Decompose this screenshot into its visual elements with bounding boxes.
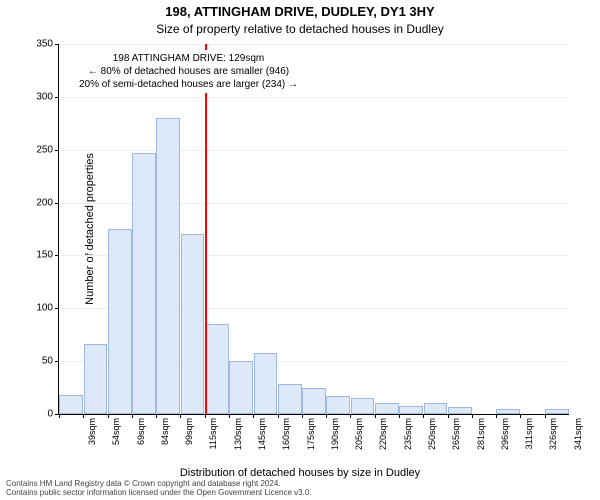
bar bbox=[254, 353, 278, 414]
bar bbox=[424, 403, 448, 414]
bar bbox=[181, 234, 205, 414]
marker-line bbox=[205, 44, 207, 414]
x-tick: 265sqm bbox=[451, 418, 461, 458]
x-tick: 281sqm bbox=[476, 418, 486, 458]
bar bbox=[108, 229, 132, 414]
x-tick: 220sqm bbox=[378, 418, 388, 458]
x-axis-caption: Distribution of detached houses by size … bbox=[0, 467, 600, 479]
x-tick: 130sqm bbox=[233, 418, 243, 458]
bar bbox=[229, 361, 253, 414]
x-tick: 84sqm bbox=[160, 418, 170, 458]
bar bbox=[326, 396, 350, 414]
x-tick: 205sqm bbox=[354, 418, 364, 458]
x-tick: 326sqm bbox=[548, 418, 558, 458]
bar bbox=[375, 403, 399, 414]
x-tick: 39sqm bbox=[87, 418, 97, 458]
bar bbox=[156, 118, 180, 414]
x-tick: 69sqm bbox=[136, 418, 146, 458]
bar bbox=[545, 409, 569, 414]
bar bbox=[84, 344, 108, 414]
bar bbox=[132, 153, 156, 414]
annotation-box: 198 ATTINGHAM DRIVE: 129sqm← 80% of deta… bbox=[73, 50, 304, 93]
bar bbox=[351, 398, 375, 414]
x-tick: 250sqm bbox=[427, 418, 437, 458]
x-tick: 160sqm bbox=[281, 418, 291, 458]
bar bbox=[302, 388, 326, 414]
bar bbox=[59, 395, 83, 414]
footer-text: Contains HM Land Registry data © Crown c… bbox=[6, 479, 312, 498]
x-tick: 311sqm bbox=[524, 418, 534, 458]
x-tick: 341sqm bbox=[573, 418, 583, 458]
x-tick: 235sqm bbox=[403, 418, 413, 458]
plot-area: 05010015020025030035039sqm54sqm69sqm84sq… bbox=[58, 44, 569, 415]
bar bbox=[278, 384, 302, 414]
chart-subtitle: Size of property relative to detached ho… bbox=[0, 22, 600, 36]
x-tick: 54sqm bbox=[111, 418, 121, 458]
x-tick: 99sqm bbox=[184, 418, 194, 458]
x-tick: 190sqm bbox=[330, 418, 340, 458]
bar bbox=[205, 324, 229, 414]
bar bbox=[448, 407, 472, 414]
x-tick: 115sqm bbox=[208, 418, 218, 458]
chart-title: 198, ATTINGHAM DRIVE, DUDLEY, DY1 3HY bbox=[0, 4, 600, 19]
x-tick: 145sqm bbox=[257, 418, 267, 458]
x-tick: 175sqm bbox=[306, 418, 316, 458]
x-tick: 296sqm bbox=[500, 418, 510, 458]
bar bbox=[399, 406, 423, 414]
bar bbox=[496, 409, 520, 414]
